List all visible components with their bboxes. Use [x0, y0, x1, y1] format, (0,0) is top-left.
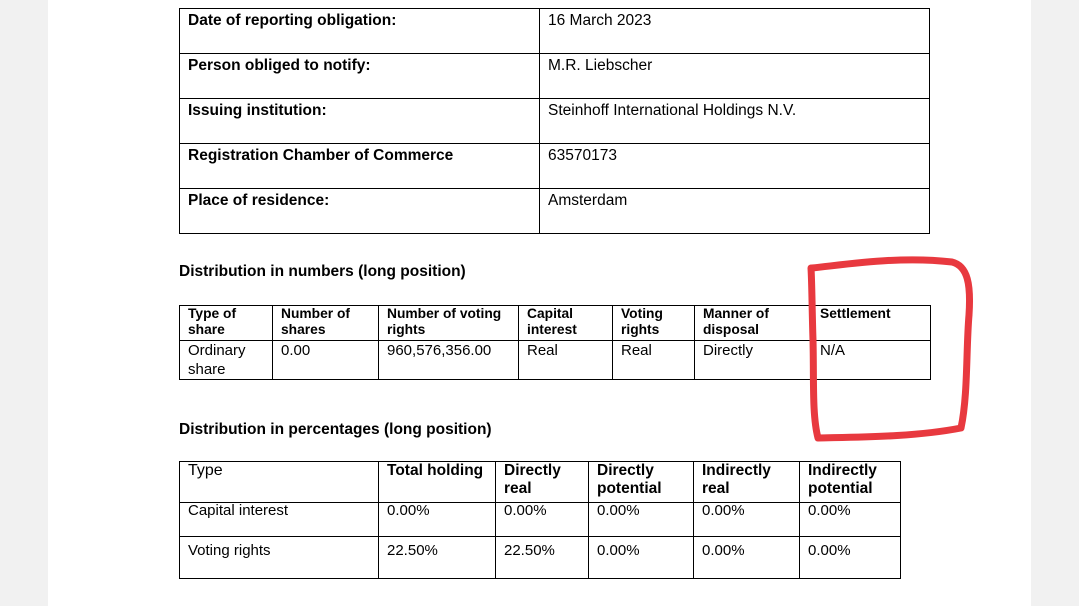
table-cell: 0.00% — [588, 536, 694, 579]
table-cell: 0.00 — [272, 340, 379, 380]
column-header: Manner of disposal — [694, 305, 812, 341]
info-value: 16 March 2023 — [539, 8, 930, 54]
column-header: Directly potential — [588, 461, 694, 503]
numbers-section-title: Distribution in numbers (long position) — [179, 263, 466, 280]
table-cell: 0.00% — [799, 536, 901, 579]
table-cell: 0.00% — [378, 502, 496, 537]
column-header: Number of voting rights — [378, 305, 519, 341]
table-cell: 0.00% — [495, 502, 589, 537]
table-header-row: Type of share Number of shares Number of… — [179, 305, 931, 341]
table-cell: Capital interest — [179, 502, 379, 537]
column-header: Capital interest — [518, 305, 613, 341]
column-header: Directly real — [495, 461, 589, 503]
table-cell: Real — [612, 340, 695, 380]
column-header: Number of shares — [272, 305, 379, 341]
table-row: Capital interest 0.00% 0.00% 0.00% 0.00%… — [179, 502, 901, 537]
column-header: Type of share — [179, 305, 273, 341]
table-row: Registration Chamber of Commerce 6357017… — [179, 143, 930, 189]
info-value: Amsterdam — [539, 188, 930, 234]
column-header: Indirectly real — [693, 461, 800, 503]
table-cell: Directly — [694, 340, 812, 380]
table-row: Person obliged to notify: M.R. Liebscher — [179, 53, 930, 99]
info-label: Place of residence: — [179, 188, 540, 234]
distribution-numbers-table: Type of share Number of shares Number of… — [179, 305, 931, 380]
column-header-settlement: Settlement — [811, 305, 931, 341]
info-label: Registration Chamber of Commerce — [179, 143, 540, 189]
column-header: Type — [179, 461, 379, 503]
info-label: Issuing institution: — [179, 98, 540, 144]
column-header: Total holding — [378, 461, 496, 503]
table-cell: Real — [518, 340, 613, 380]
info-value: Steinhoff International Holdings N.V. — [539, 98, 930, 144]
info-label: Date of reporting obligation: — [179, 8, 540, 54]
table-cell: 0.00% — [799, 502, 901, 537]
settlement-cell: N/A — [811, 340, 931, 380]
info-value: M.R. Liebscher — [539, 53, 930, 99]
table-cell: Ordinary share — [179, 340, 273, 380]
table-row: Issuing institution: Steinhoff Internati… — [179, 98, 930, 144]
table-row: Voting rights 22.50% 22.50% 0.00% 0.00% … — [179, 536, 901, 579]
table-cell: 22.50% — [378, 536, 496, 579]
column-header: Voting rights — [612, 305, 695, 341]
percent-section-title: Distribution in percentages (long positi… — [179, 421, 492, 438]
info-label: Person obliged to notify: — [179, 53, 540, 99]
document-page: Date of reporting obligation: 16 March 2… — [48, 0, 1031, 606]
table-cell: 0.00% — [693, 502, 800, 537]
table-cell: Voting rights — [179, 536, 379, 579]
distribution-percentages-table: Type Total holding Directly real Directl… — [179, 461, 901, 579]
table-cell: 960,576,356.00 — [378, 340, 519, 380]
table-header-row: Type Total holding Directly real Directl… — [179, 461, 901, 503]
table-cell: 0.00% — [693, 536, 800, 579]
table-cell: 0.00% — [588, 502, 694, 537]
table-row: Ordinary share 0.00 960,576,356.00 Real … — [179, 340, 931, 380]
table-cell: 22.50% — [495, 536, 589, 579]
table-row: Place of residence: Amsterdam — [179, 188, 930, 234]
table-row: Date of reporting obligation: 16 March 2… — [179, 8, 930, 54]
column-header: Indirectly potential — [799, 461, 901, 503]
reporting-info-table: Date of reporting obligation: 16 March 2… — [179, 8, 930, 234]
info-value: 63570173 — [539, 143, 930, 189]
